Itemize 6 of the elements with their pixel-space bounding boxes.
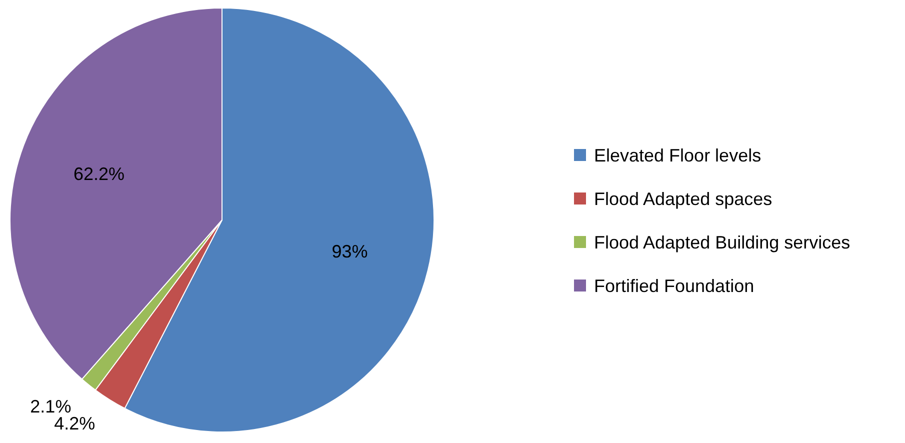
legend-label: Elevated Floor levels xyxy=(594,145,762,166)
legend-label: Flood Adapted spaces xyxy=(594,188,772,209)
data-label: 93% xyxy=(332,241,368,262)
legend-label: Flood Adapted Building services xyxy=(594,232,850,252)
legend-label: Fortified Foundation xyxy=(594,276,754,296)
data-label: 62.2% xyxy=(74,164,125,184)
